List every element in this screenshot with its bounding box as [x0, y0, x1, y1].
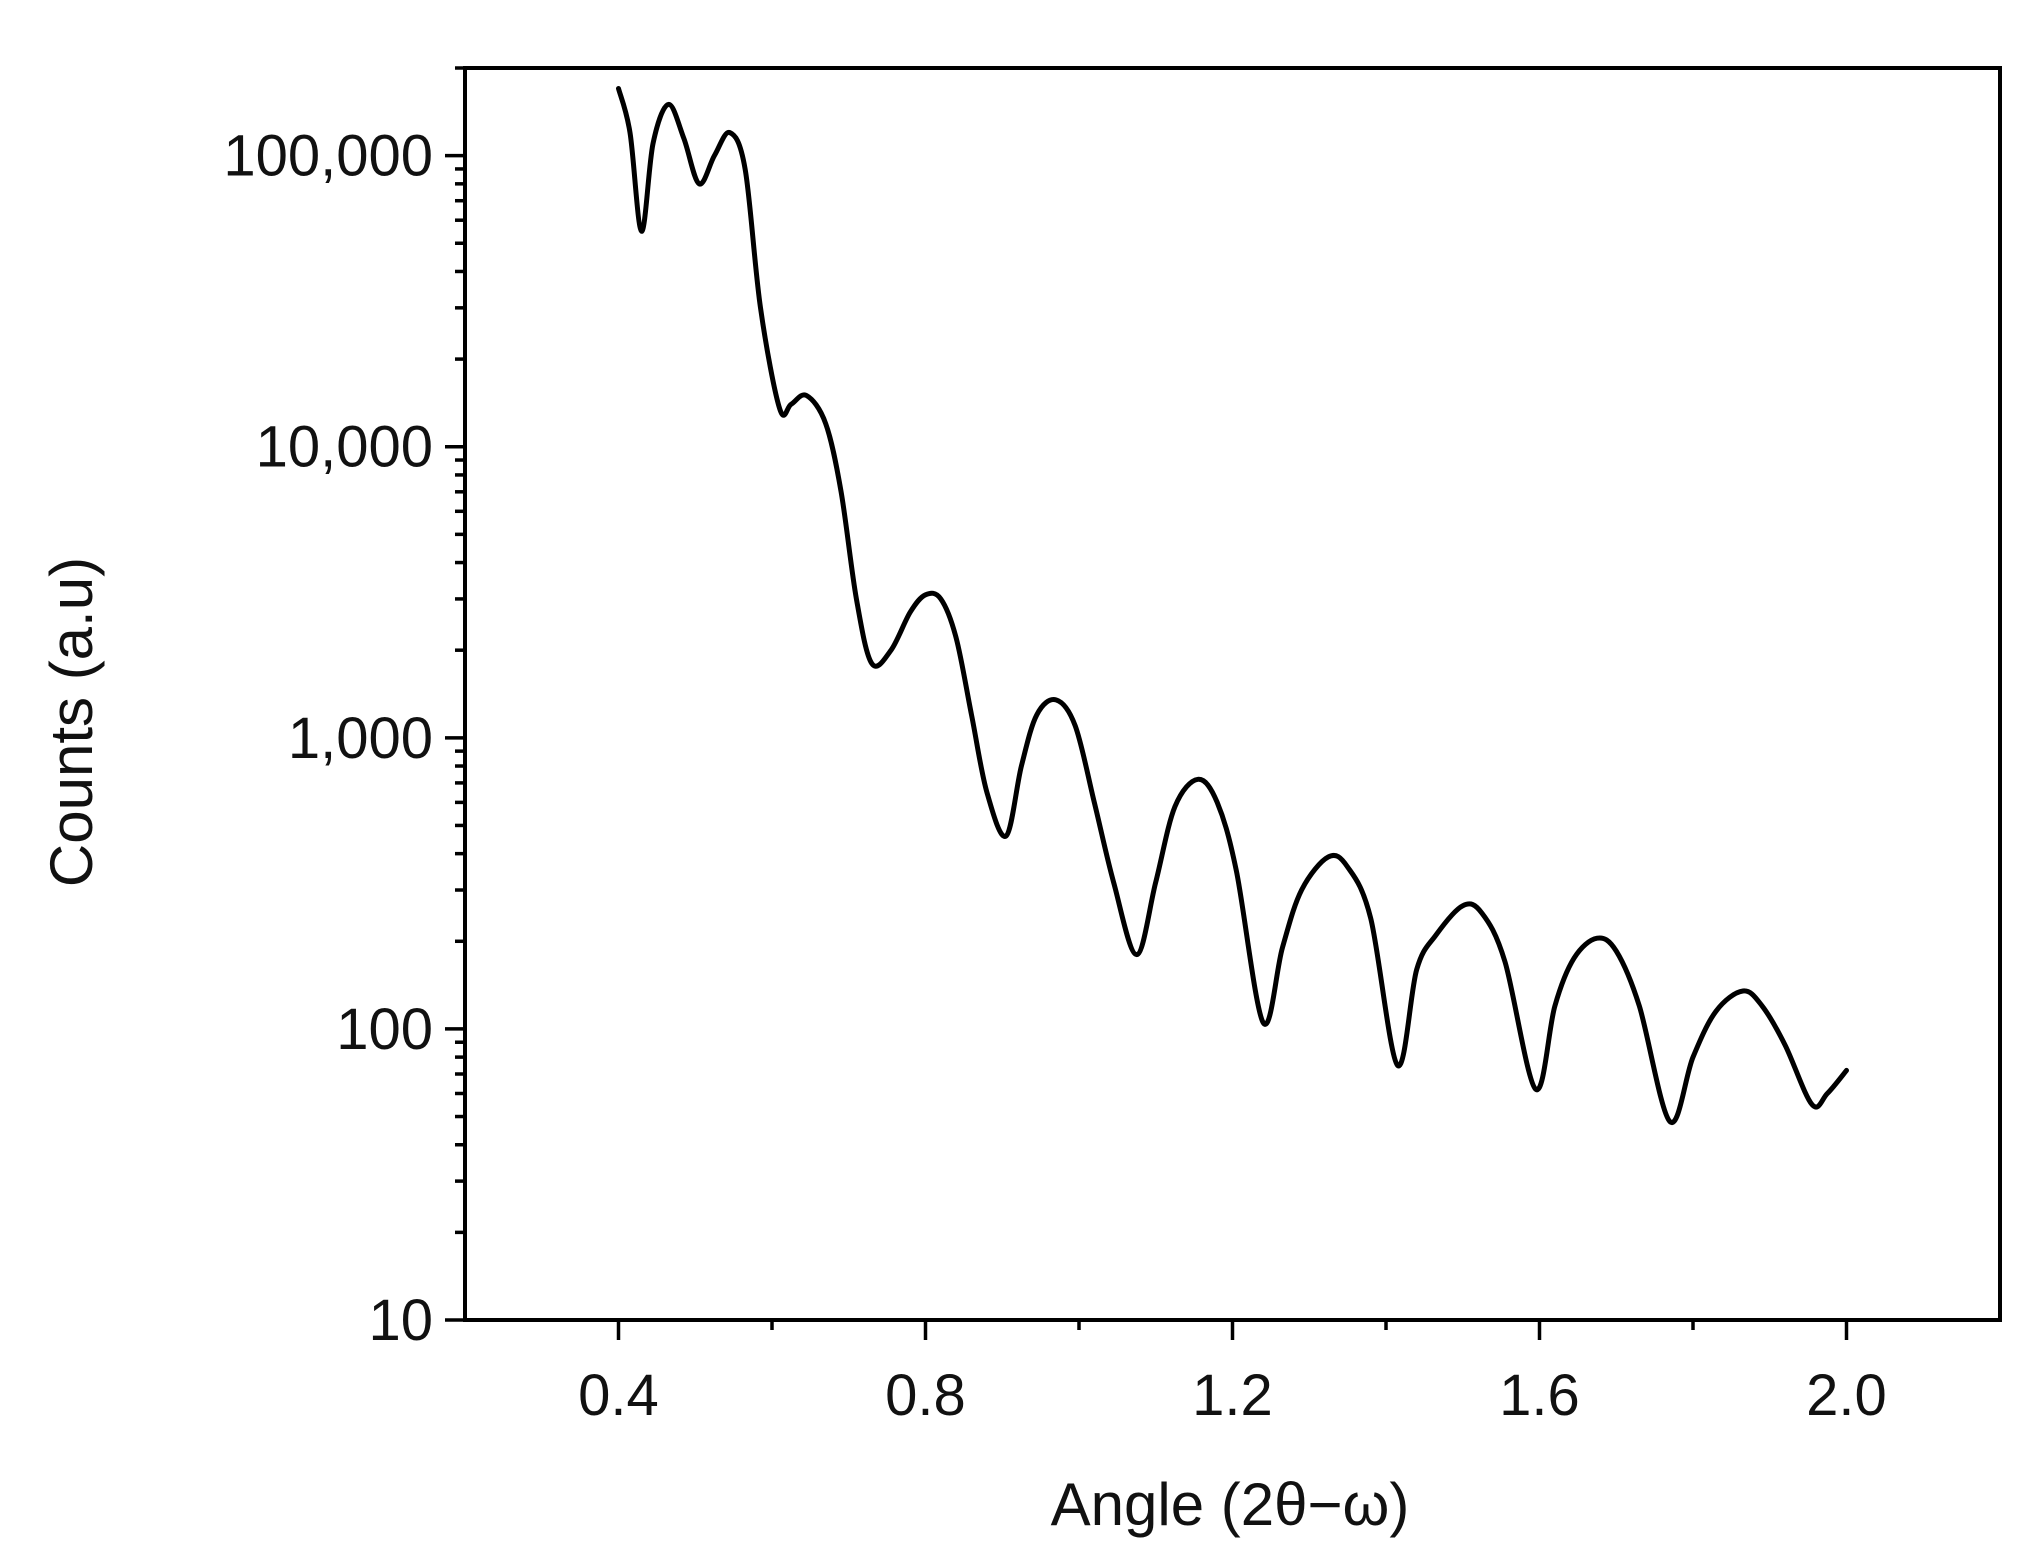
x-tick-label: 1.2	[1192, 1363, 1273, 1428]
x-tick-label: 0.8	[885, 1363, 966, 1428]
series-layer	[616, 86, 1849, 1125]
y-tick-label: 1,000	[288, 706, 433, 771]
y-tick-label: 100,000	[223, 124, 433, 189]
x-tick-label: 1.6	[1499, 1363, 1580, 1428]
y-axis: 10 100 1,000 10,000 100,000	[223, 66, 465, 1353]
x-tick-label: 0.4	[578, 1363, 659, 1428]
x-axis-title: Angle (2θ−ω)	[1051, 1471, 1410, 1538]
x-axis: 0.4 0.8 1.2 1.6 2.0	[578, 1320, 1887, 1428]
x-tick-label: 2.0	[1806, 1363, 1887, 1428]
y-axis-title: Counts (a.u)	[38, 557, 105, 887]
y-tick-label: 100	[336, 997, 433, 1062]
y-tick-label: 10	[368, 1288, 433, 1353]
y-tick-label: 10,000	[256, 415, 433, 480]
series-line	[616, 86, 1849, 1125]
